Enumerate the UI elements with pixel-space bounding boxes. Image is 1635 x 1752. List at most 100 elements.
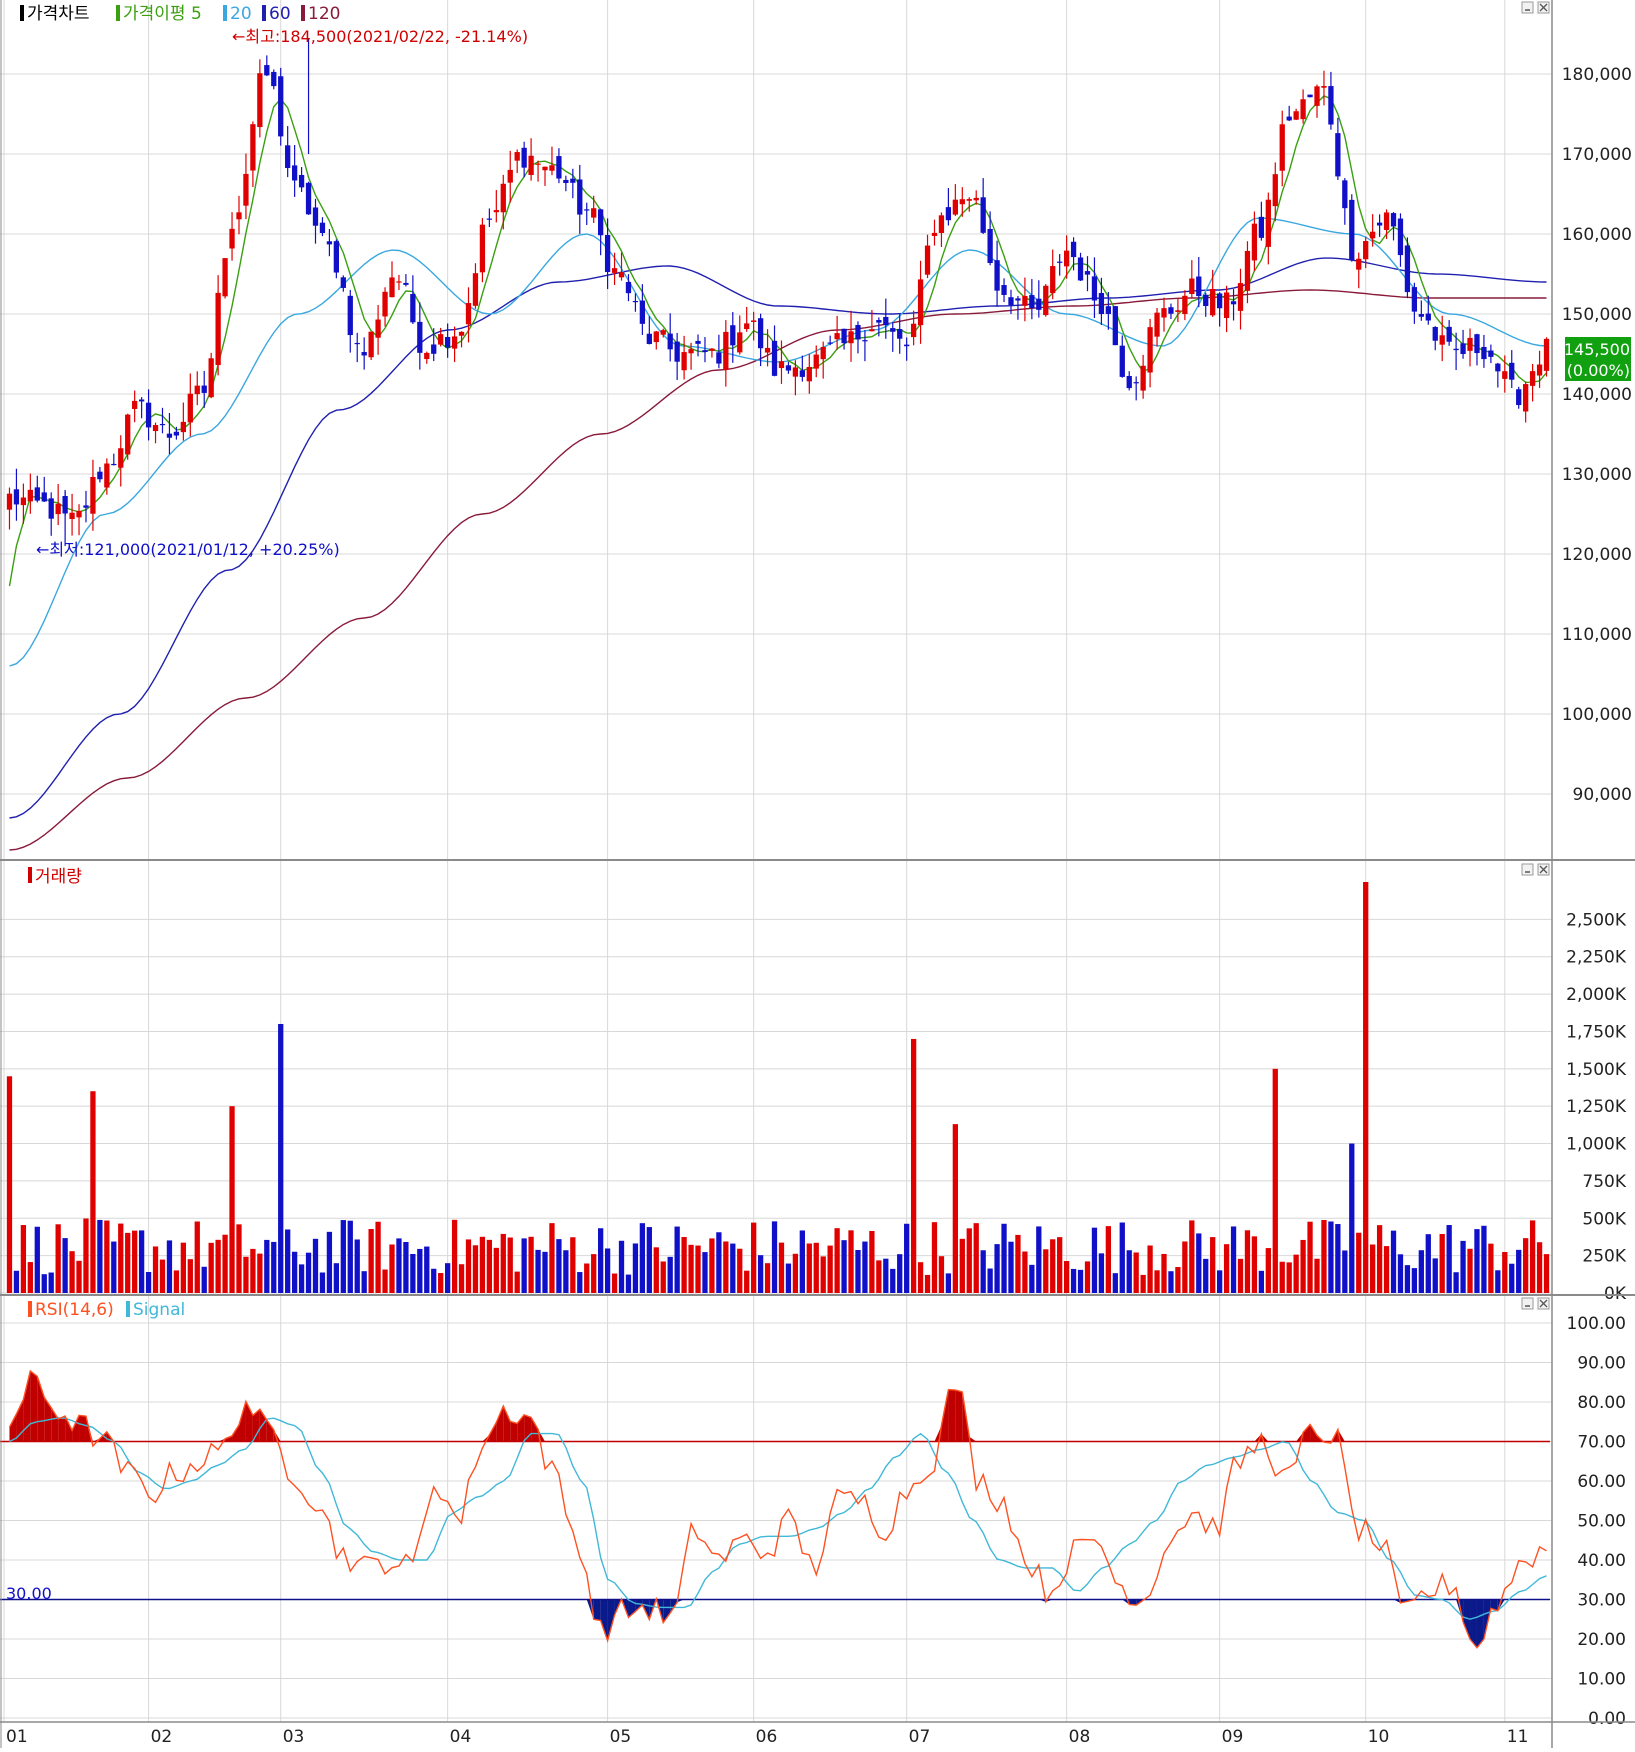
candle-body[interactable] [619,272,624,277]
candle-body[interactable] [744,323,749,329]
volume-bar[interactable] [327,1232,332,1293]
volume-bar[interactable] [563,1250,568,1293]
volume-bar[interactable] [1057,1237,1062,1293]
minimize-icon[interactable] [1522,864,1533,875]
volume-bar[interactable] [236,1224,241,1293]
volume-bar[interactable] [320,1272,325,1293]
volume-bar[interactable] [584,1263,589,1293]
volume-bar[interactable] [1377,1225,1382,1293]
volume-bar[interactable] [1426,1234,1431,1293]
volume-bar[interactable] [1273,1069,1278,1293]
candle-body[interactable] [515,152,520,161]
volume-bar[interactable] [382,1270,387,1293]
candle-body[interactable] [1516,389,1521,405]
candle-body[interactable] [97,472,102,480]
candle-body[interactable] [570,179,575,183]
candle-body[interactable] [661,330,666,335]
candle-body[interactable] [480,225,485,273]
volume-bar[interactable] [730,1244,735,1293]
candle-body[interactable] [368,332,373,358]
volume-bar[interactable] [410,1254,415,1293]
volume-bar[interactable] [1287,1262,1292,1293]
volume-bar[interactable] [828,1246,833,1293]
candle-body[interactable] [1419,314,1424,317]
candle-body[interactable] [375,320,380,338]
candle-body[interactable] [1085,271,1090,275]
volume-bar[interactable] [1342,1250,1347,1293]
volume-bar[interactable] [1154,1270,1159,1293]
candle-body[interactable] [431,344,436,353]
candle-body[interactable] [7,494,12,510]
candle-body[interactable] [862,340,867,341]
candle-body[interactable] [292,165,297,180]
candle-body[interactable] [890,328,895,332]
candle-body[interactable] [605,235,610,272]
minimize-icon[interactable] [1522,2,1533,13]
volume-bar[interactable] [362,1271,367,1293]
volume-bar[interactable] [807,1243,812,1293]
candle-body[interactable] [953,200,958,215]
candle-body[interactable] [1349,200,1354,260]
candle-body[interactable] [994,260,999,290]
volume-bar[interactable] [702,1252,707,1293]
candle-body[interactable] [1307,95,1312,98]
candle-body[interactable] [1321,86,1326,88]
volume-bar[interactable] [1259,1271,1264,1293]
volume-bar[interactable] [953,1124,958,1293]
candle-body[interactable] [1231,301,1236,304]
candle-body[interactable] [459,332,464,336]
volume-bar[interactable] [1175,1267,1180,1293]
candle-body[interactable] [146,403,151,428]
candle-body[interactable] [1342,180,1347,208]
candle-body[interactable] [1022,296,1027,306]
volume-bar[interactable] [278,1024,283,1293]
candle-body[interactable] [1245,251,1250,291]
candle-body[interactable] [939,215,944,233]
volume-bar[interactable] [1029,1265,1034,1293]
volume-bar[interactable] [640,1223,645,1293]
volume-bar[interactable] [368,1229,373,1293]
volume-bar[interactable] [918,1262,923,1293]
candle-body[interactable] [167,434,172,438]
candle-body[interactable] [556,156,561,178]
volume-bar[interactable] [688,1245,693,1293]
candle-body[interactable] [1398,219,1403,256]
candle-body[interactable] [987,229,992,263]
candle-body[interactable] [668,334,673,350]
volume-bar[interactable] [904,1224,909,1293]
candle-body[interactable] [1203,295,1208,306]
candle-body[interactable] [139,399,144,401]
candle-body[interactable] [174,432,179,436]
volume-bar[interactable] [994,1244,999,1293]
candle-body[interactable] [202,386,207,393]
volume-bar[interactable] [1203,1259,1208,1293]
candle-body[interactable] [737,332,742,352]
candle-body[interactable] [786,365,791,370]
candle-body[interactable] [688,349,693,353]
volume-bar[interactable] [1252,1236,1257,1293]
candle-body[interactable] [1377,223,1382,226]
volume-bar[interactable] [522,1238,527,1293]
volume-bar[interactable] [480,1237,485,1293]
candle-body[interactable] [1440,335,1445,344]
candle-body[interactable] [1127,376,1132,388]
volume-bar[interactable] [1280,1262,1285,1293]
candle-body[interactable] [807,367,812,381]
candle-body[interactable] [876,320,881,323]
candle-body[interactable] [1217,293,1222,308]
volume-bar[interactable] [841,1240,846,1293]
volume-bar[interactable] [487,1240,492,1293]
candle-body[interactable] [1502,371,1507,379]
candle-body[interactable] [1043,286,1048,315]
volume-bar[interactable] [1113,1273,1118,1293]
candle-body[interactable] [209,358,214,397]
volume-bar[interactable] [1147,1245,1152,1293]
volume-bar[interactable] [1398,1254,1403,1293]
candle-body[interactable] [1050,266,1055,293]
volume-bar[interactable] [897,1254,902,1293]
volume-bar[interactable] [633,1243,638,1293]
candle-body[interactable] [160,424,165,425]
volume-bar[interactable] [848,1230,853,1293]
candle-body[interactable] [1314,86,1319,106]
candle-body[interactable] [925,246,930,275]
